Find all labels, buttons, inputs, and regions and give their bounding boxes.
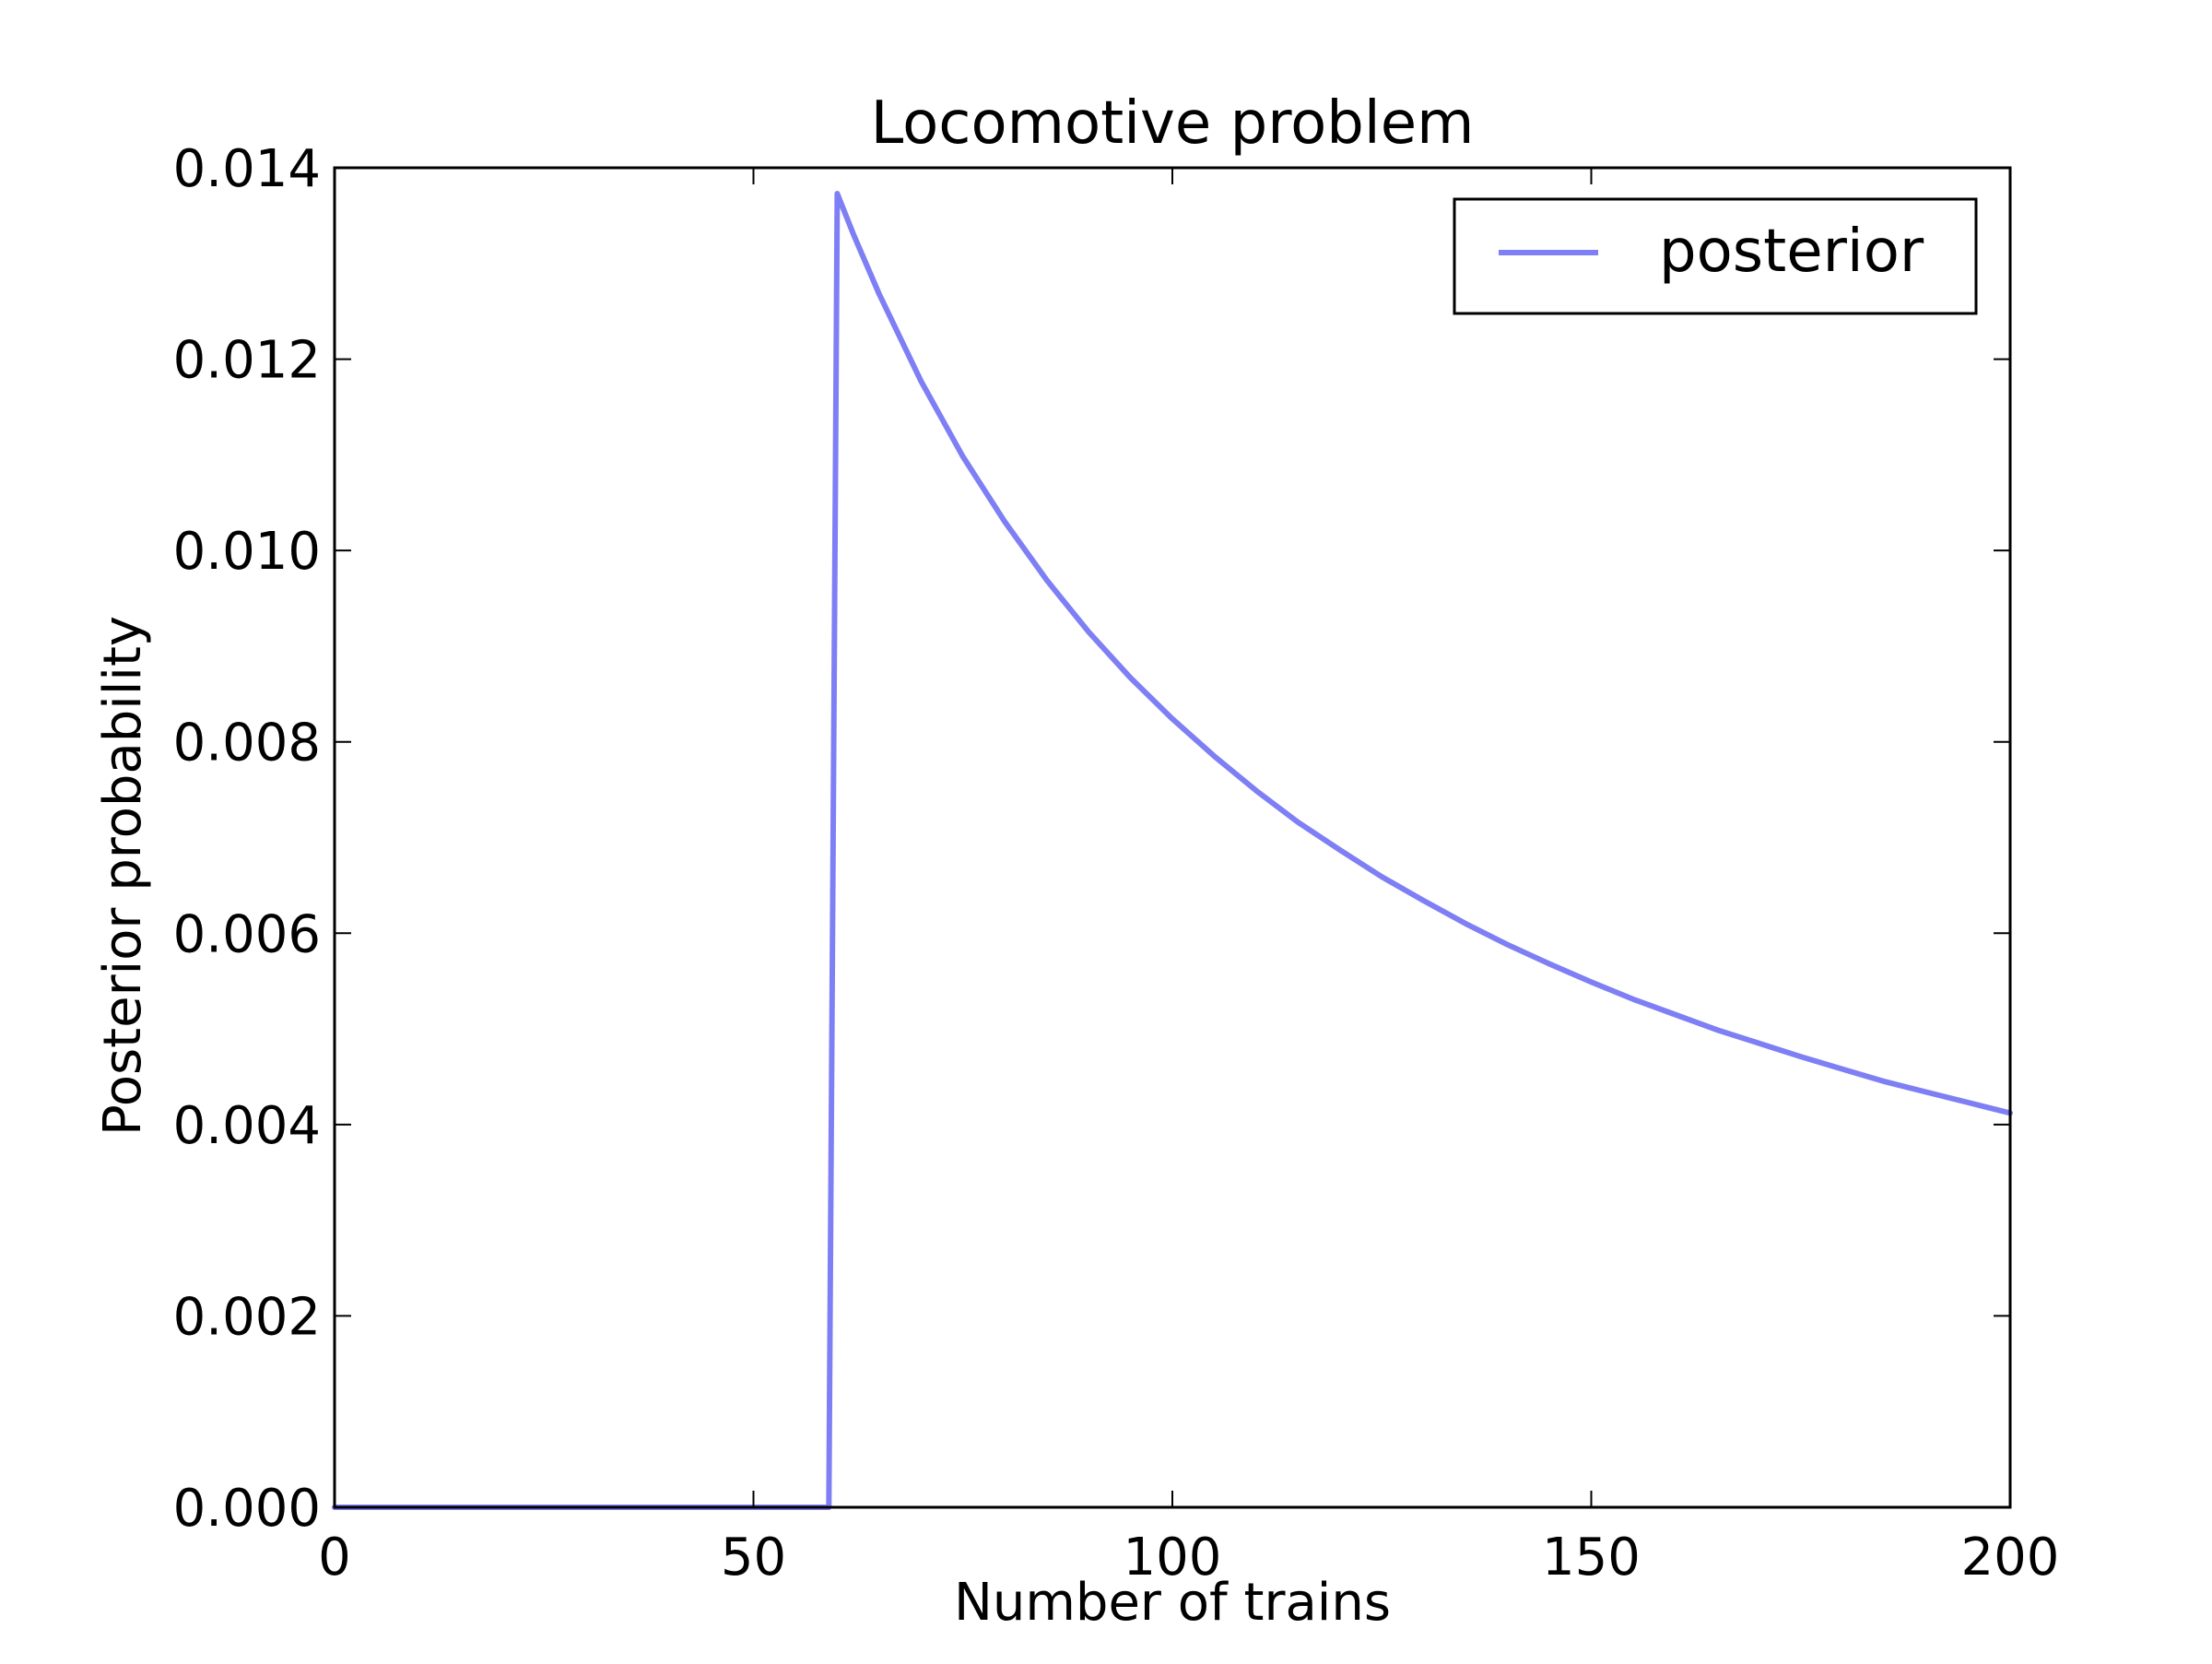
legend-label-posterior: posterior (1659, 218, 1924, 286)
y-tick-label: 0.008 (173, 714, 321, 773)
y-tick-label: 0.006 (173, 904, 321, 964)
x-axis-label: Number of trains (954, 1573, 1391, 1633)
chart-title: Locomotive problem (871, 89, 1475, 158)
ticks-layer: 0 50 100 150 200 0.000 0.002 0.004 0.006 0.008 0.0… (173, 139, 2060, 1587)
x-tick-label: 200 (1961, 1528, 2060, 1587)
series-line-posterior (332, 191, 2013, 1510)
x-tick-label: 150 (1542, 1528, 1641, 1587)
y-axis-label: Posterior probability (93, 616, 153, 1136)
y-tick-label: 0.000 (173, 1479, 321, 1539)
x-tick-label: 100 (1124, 1528, 1222, 1587)
y-tick-label: 0.012 (173, 331, 321, 391)
plot-background (335, 168, 2010, 1507)
plot-area (335, 168, 2010, 1507)
y-tick-label: 0.010 (173, 522, 321, 582)
x-tick-label: 50 (721, 1528, 786, 1587)
series-layer (332, 191, 2013, 1510)
plot-border (333, 166, 2012, 1509)
plot-frame (333, 166, 2012, 1509)
y-tick-label: 0.004 (173, 1096, 321, 1156)
legend: posterior (1453, 197, 1978, 315)
legend-box (1453, 197, 1978, 315)
x-tick-label: 0 (318, 1528, 351, 1587)
y-tick-label: 0.014 (173, 139, 321, 199)
y-tick-label: 0.002 (173, 1287, 321, 1347)
